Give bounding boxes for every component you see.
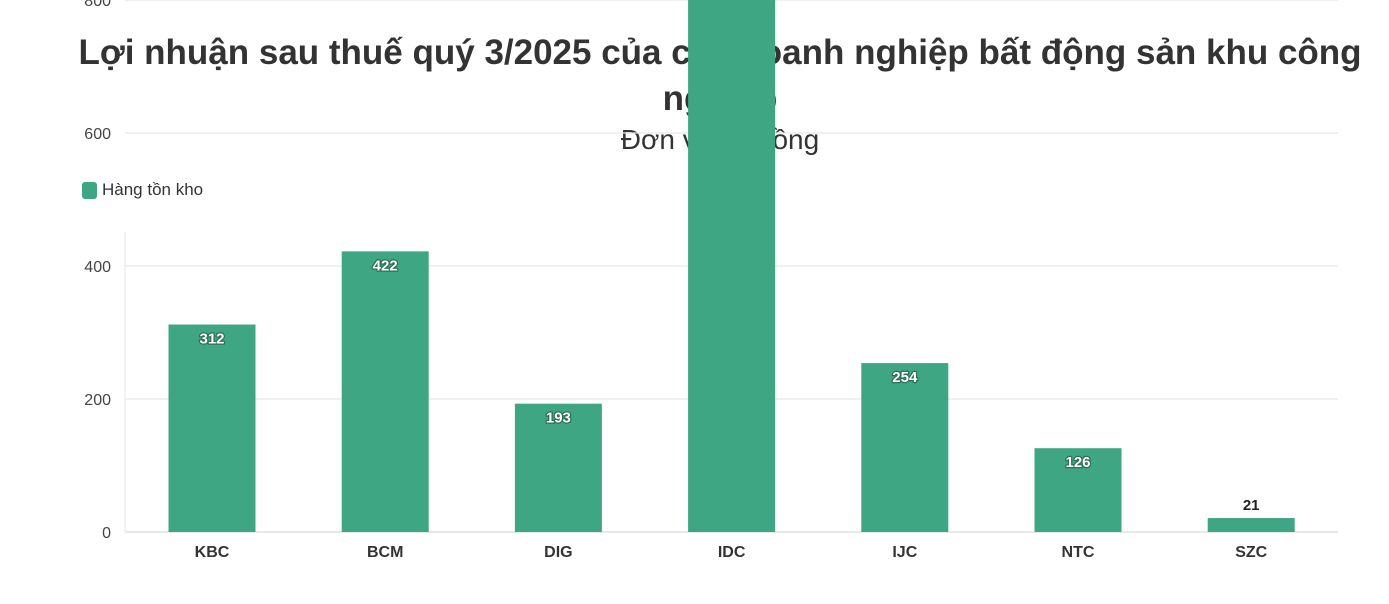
legend: Hàng tồn kho [82,180,203,200]
x-tick-label: NTC [1062,544,1095,561]
y-tick-label: 600 [84,126,111,143]
data-label: 422 [373,257,398,274]
bar [688,0,776,532]
x-tick-label: BCM [367,544,403,561]
y-tick-label: 400 [84,259,111,276]
x-tick-label: IJC [892,544,917,561]
legend-swatch [82,181,97,199]
data-label: 312 [199,331,224,348]
bar [168,324,256,532]
y-tick-label: 200 [84,392,111,409]
legend-label: Hàng tồn kho [102,180,204,199]
data-label: 126 [1065,454,1090,471]
bar [1207,518,1295,532]
bar [514,403,602,532]
bar [1034,448,1122,532]
y-tick-label: 0 [102,525,111,542]
bar [861,363,949,532]
x-tick-label: KBC [195,544,230,561]
x-tick-label: SZC [1235,544,1267,561]
bar [341,251,429,532]
y-tick-label: 800 [84,0,111,10]
x-tick-label: IDC [718,544,746,561]
data-label: 21 [1243,497,1260,514]
data-label: 193 [546,410,571,427]
x-tick-label: DIG [544,544,572,561]
data-label: 254 [892,369,918,386]
